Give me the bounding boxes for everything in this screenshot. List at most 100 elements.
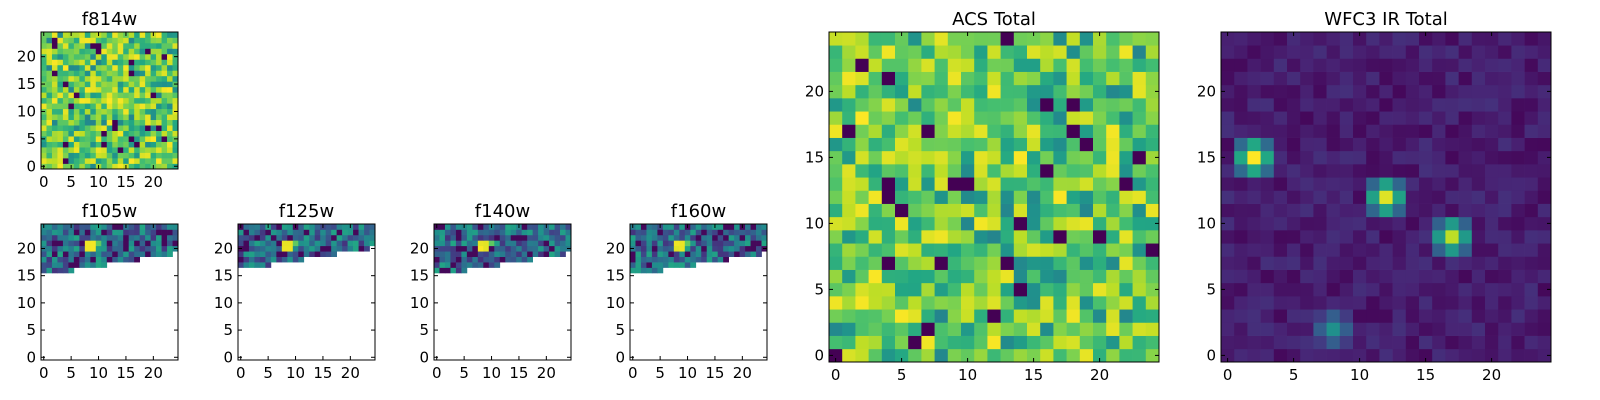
heatmap-cell	[908, 111, 922, 125]
heatmap-cell	[1353, 32, 1367, 46]
heatmap-cell	[134, 141, 140, 148]
heatmap-cell	[68, 53, 75, 60]
heatmap-cell	[51, 42, 58, 49]
heatmap-cell	[881, 98, 896, 112]
heatmap-cell	[908, 177, 922, 191]
heatmap-cell	[46, 114, 53, 121]
heatmap-cell	[68, 108, 75, 115]
heatmap-cell	[934, 322, 949, 336]
y-tick-label: 5	[419, 321, 429, 339]
heatmap-cell	[128, 136, 135, 142]
heatmap-cell	[1485, 137, 1499, 152]
heatmap-cell	[549, 234, 555, 241]
heatmap-cell	[1471, 98, 1486, 112]
heatmap-cell	[1106, 216, 1120, 231]
heatmap-cell	[717, 229, 724, 236]
heatmap-cell	[1300, 150, 1314, 165]
heatmap-cell	[1145, 58, 1160, 72]
heatmap-cell	[336, 245, 343, 252]
heatmap-cell	[41, 75, 47, 82]
heatmap-cell	[934, 124, 949, 138]
heatmap-cell	[172, 48, 179, 55]
heatmap-cell	[46, 86, 53, 93]
heatmap-cell	[281, 229, 288, 236]
heatmap-cell	[1524, 124, 1539, 138]
x-tick-label: 10	[958, 366, 977, 384]
heatmap-cell	[1221, 45, 1235, 59]
heatmap-cell	[1013, 282, 1028, 297]
heatmap-cell	[156, 53, 162, 60]
heatmap-cell	[364, 224, 370, 230]
heatmap-cell	[1066, 309, 1081, 323]
heatmap-cell	[134, 70, 140, 77]
heatmap-cell	[1405, 137, 1420, 152]
heatmap-cell	[483, 245, 490, 252]
heatmap-cell	[150, 158, 157, 164]
heatmap-cell	[106, 48, 113, 55]
heatmap-cell	[106, 256, 113, 263]
heatmap-cell	[1287, 32, 1301, 46]
heatmap-cell	[921, 190, 935, 204]
heatmap-cell	[895, 269, 909, 284]
heatmap-cell	[270, 256, 277, 263]
heatmap-cell	[46, 256, 53, 263]
heatmap-cell	[1353, 124, 1367, 138]
heatmap-cell	[161, 86, 168, 93]
heatmap-cell	[1079, 296, 1094, 310]
heatmap-cell	[1458, 32, 1473, 46]
heatmap-cell	[123, 97, 130, 104]
heatmap-cell	[1145, 335, 1160, 350]
heatmap-cell	[974, 111, 988, 125]
heatmap-cell	[106, 53, 113, 60]
heatmap-cell	[1106, 322, 1120, 336]
heatmap-cell	[112, 64, 119, 71]
heatmap-cell	[172, 130, 179, 137]
heatmap-cell	[123, 108, 130, 115]
heatmap-cell	[881, 84, 896, 99]
heatmap-cell	[934, 230, 949, 244]
heatmap-cell	[128, 64, 135, 71]
heatmap-cell	[41, 119, 47, 126]
heatmap-cell	[134, 32, 140, 38]
heatmap-cell	[842, 190, 856, 204]
heatmap-cell	[895, 137, 909, 152]
heatmap-cell	[1300, 98, 1314, 112]
heatmap-cell	[549, 251, 555, 257]
heatmap-cell	[1485, 282, 1499, 297]
heatmap-cell	[1221, 190, 1235, 204]
heatmap-cell	[117, 97, 124, 104]
heatmap-cell	[987, 269, 1001, 284]
heatmap-cell	[842, 269, 856, 284]
heatmap-cell	[41, 229, 47, 236]
heatmap-cell	[1260, 348, 1275, 363]
heatmap-cell	[123, 125, 130, 131]
heatmap-cell	[560, 234, 566, 241]
heatmap-cell	[934, 71, 949, 86]
heatmap-cell	[1247, 243, 1261, 257]
heatmap-cell	[868, 282, 883, 297]
heatmap-cell	[987, 84, 1001, 99]
heatmap-cell	[1300, 216, 1314, 231]
heatmap-cell	[881, 230, 896, 244]
heatmap-cell	[1458, 177, 1473, 191]
heatmap-cell	[1066, 348, 1081, 363]
heatmap-cell	[1079, 230, 1094, 244]
axes-frame	[1220, 31, 1552, 363]
heatmap-cell	[1432, 309, 1446, 323]
heatmap-cell	[167, 75, 173, 82]
heatmap-cell	[156, 152, 162, 159]
heatmap-cell	[510, 224, 517, 230]
heatmap-cell	[320, 240, 327, 247]
heatmap-cell	[921, 230, 935, 244]
y-tick-label: 5	[26, 130, 36, 148]
heatmap-cell	[895, 322, 909, 336]
heatmap-cell	[630, 234, 636, 241]
heatmap-cell	[1511, 190, 1525, 204]
heatmap-cell	[527, 256, 533, 263]
heatmap-cell	[934, 137, 949, 152]
heatmap-cell	[646, 245, 653, 252]
heatmap-cell	[679, 245, 686, 252]
heatmap-cell	[1445, 322, 1459, 336]
heatmap-cell	[868, 71, 883, 86]
heatmap-cell	[106, 234, 113, 241]
